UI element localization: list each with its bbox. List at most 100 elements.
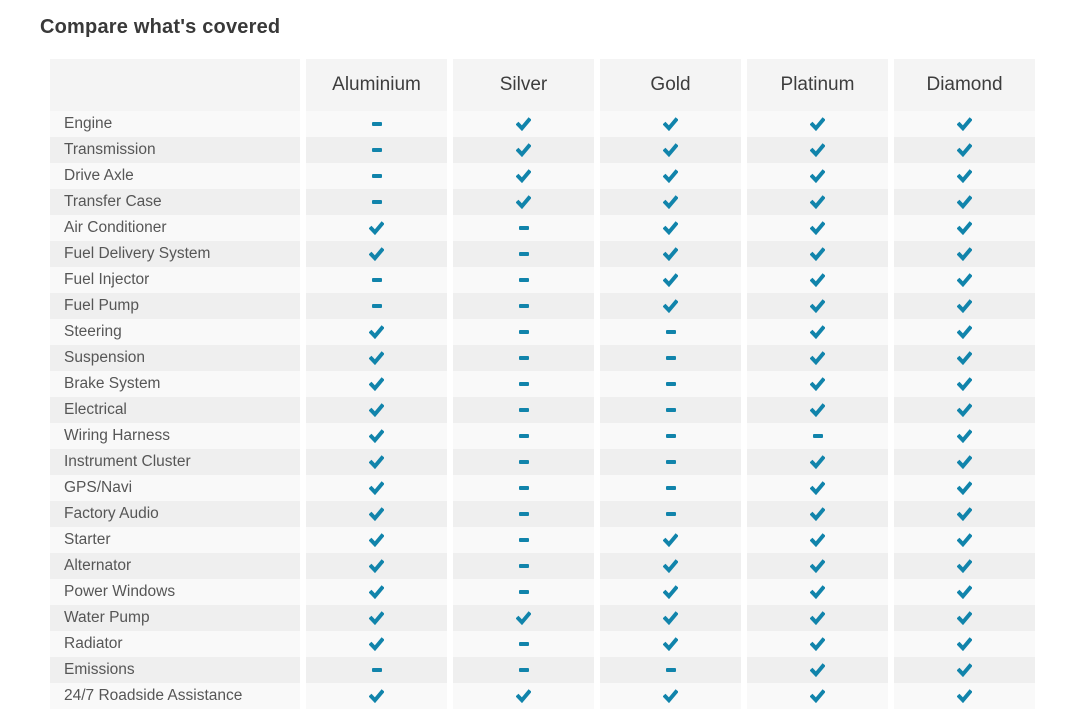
coverage-cell-aluminium	[306, 345, 447, 371]
check-icon	[369, 559, 384, 573]
check-icon	[810, 455, 825, 469]
table-row: Air Conditioner	[50, 215, 1035, 241]
coverage-cell-silver	[453, 319, 594, 345]
row-label: Air Conditioner	[50, 215, 300, 241]
coverage-cell-platinum	[747, 215, 888, 241]
dash-icon	[371, 122, 382, 126]
coverage-cell-silver	[453, 111, 594, 137]
coverage-cell-diamond	[894, 397, 1035, 423]
coverage-cell-aluminium	[306, 449, 447, 475]
coverage-cell-platinum	[747, 267, 888, 293]
check-icon	[957, 403, 972, 417]
dash-icon	[518, 434, 529, 438]
coverage-cell-gold	[600, 137, 741, 163]
dash-icon	[665, 356, 676, 360]
dash-icon	[665, 486, 676, 490]
dash-icon	[371, 174, 382, 178]
dash-icon	[371, 668, 382, 672]
coverage-cell-gold	[600, 371, 741, 397]
coverage-cell-silver	[453, 371, 594, 397]
coverage-cell-diamond	[894, 631, 1035, 657]
row-label: Emissions	[50, 657, 300, 683]
coverage-cell-diamond	[894, 241, 1035, 267]
check-icon	[369, 377, 384, 391]
coverage-cell-platinum	[747, 449, 888, 475]
header-cell-gold: Gold	[600, 59, 741, 111]
check-icon	[810, 221, 825, 235]
check-icon	[663, 247, 678, 261]
row-label: Wiring Harness	[50, 423, 300, 449]
check-icon	[663, 533, 678, 547]
dash-icon	[812, 434, 823, 438]
check-icon	[369, 507, 384, 521]
table-row: Instrument Cluster	[50, 449, 1035, 475]
coverage-cell-diamond	[894, 345, 1035, 371]
header-cell-aluminium: Aluminium	[306, 59, 447, 111]
check-icon	[810, 481, 825, 495]
coverage-cell-gold	[600, 631, 741, 657]
coverage-cell-platinum	[747, 397, 888, 423]
dash-icon	[518, 668, 529, 672]
coverage-cell-silver	[453, 215, 594, 241]
check-icon	[810, 507, 825, 521]
check-icon	[369, 481, 384, 495]
header-cell-silver: Silver	[453, 59, 594, 111]
check-icon	[516, 117, 531, 131]
dash-icon	[371, 148, 382, 152]
row-label: 24/7 Roadside Assistance	[50, 683, 300, 709]
dash-icon	[665, 460, 676, 464]
coverage-cell-gold	[600, 293, 741, 319]
coverage-cell-diamond	[894, 423, 1035, 449]
coverage-cell-diamond	[894, 579, 1035, 605]
coverage-cell-diamond	[894, 475, 1035, 501]
dash-icon	[518, 590, 529, 594]
check-icon	[957, 481, 972, 495]
dash-icon	[518, 382, 529, 386]
dash-icon	[518, 252, 529, 256]
row-label: Power Windows	[50, 579, 300, 605]
row-label: Transfer Case	[50, 189, 300, 215]
dash-icon	[518, 512, 529, 516]
table-row: Fuel Injector	[50, 267, 1035, 293]
check-icon	[957, 663, 972, 677]
coverage-cell-gold	[600, 527, 741, 553]
row-label: Factory Audio	[50, 501, 300, 527]
check-icon	[957, 273, 972, 287]
coverage-cell-platinum	[747, 293, 888, 319]
coverage-cell-aluminium	[306, 657, 447, 683]
check-icon	[810, 325, 825, 339]
coverage-cell-platinum	[747, 475, 888, 501]
check-icon	[957, 559, 972, 573]
coverage-cell-gold	[600, 683, 741, 709]
coverage-cell-aluminium	[306, 501, 447, 527]
coverage-cell-platinum	[747, 319, 888, 345]
table-row: Suspension	[50, 345, 1035, 371]
coverage-cell-silver	[453, 553, 594, 579]
row-label: Transmission	[50, 137, 300, 163]
table-row: Engine	[50, 111, 1035, 137]
dash-icon	[518, 642, 529, 646]
check-icon	[810, 663, 825, 677]
row-label: Starter	[50, 527, 300, 553]
check-icon	[957, 195, 972, 209]
check-icon	[663, 299, 678, 313]
table-row: Transmission	[50, 137, 1035, 163]
check-icon	[810, 195, 825, 209]
coverage-cell-diamond	[894, 527, 1035, 553]
check-icon	[957, 585, 972, 599]
coverage-cell-platinum	[747, 683, 888, 709]
check-icon	[663, 689, 678, 703]
header-cell-platinum: Platinum	[747, 59, 888, 111]
check-icon	[663, 117, 678, 131]
coverage-cell-silver	[453, 345, 594, 371]
coverage-cell-platinum	[747, 241, 888, 267]
row-label: Engine	[50, 111, 300, 137]
coverage-cell-aluminium	[306, 293, 447, 319]
row-label: Steering	[50, 319, 300, 345]
coverage-cell-silver	[453, 241, 594, 267]
coverage-cell-silver	[453, 475, 594, 501]
check-icon	[957, 455, 972, 469]
table-row: Power Windows	[50, 579, 1035, 605]
coverage-table-body: Engine Transmission Drive Axle Transfer Cas…	[50, 111, 1035, 709]
table-row: Factory Audio	[50, 501, 1035, 527]
